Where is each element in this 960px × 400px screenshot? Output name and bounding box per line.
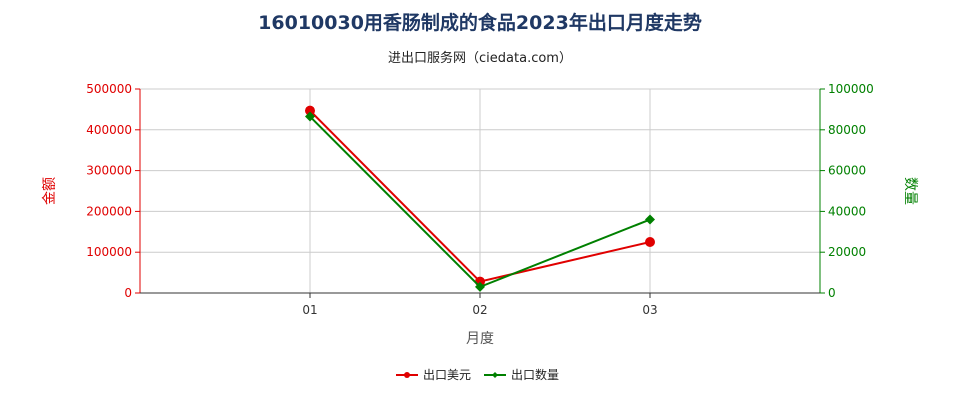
- right-axis-title: 数量: [902, 177, 918, 205]
- legend-label-export-usd: 出口美元: [423, 368, 471, 382]
- series-layer: [305, 105, 655, 292]
- x-tick-label: 01: [302, 303, 317, 317]
- right-tick-label: 40000: [828, 204, 866, 218]
- left-tick-label: 100000: [86, 245, 132, 259]
- legend-item-export-usd[interactable]: 出口美元: [396, 368, 471, 382]
- data-point-1: [645, 214, 655, 225]
- right-axis-ticks: 0 20000 40000 60000 80000 100000: [820, 82, 874, 300]
- left-tick-label: 500000: [86, 82, 132, 96]
- legend-item-export-qty[interactable]: 出口数量: [484, 367, 559, 382]
- legend-label-export-qty: 出口数量: [511, 367, 559, 382]
- left-tick-label: 0: [124, 286, 132, 300]
- x-axis-title: 月度: [466, 331, 494, 347]
- chart-subtitle: 进出口服务网（ciedata.com）: [388, 50, 572, 66]
- right-tick-label: 60000: [828, 164, 866, 178]
- left-tick-label: 400000: [86, 123, 132, 137]
- right-tick-label: 80000: [828, 123, 866, 137]
- right-tick-label: 100000: [828, 82, 874, 96]
- data-point-1: [305, 111, 315, 122]
- x-tick-label: 02: [472, 303, 487, 317]
- x-axis-ticks: 01 02 03: [302, 293, 658, 317]
- grid: [140, 88, 820, 293]
- legend-marker-export-usd: [404, 372, 410, 378]
- left-axis-ticks: 0 100000 200000 300000 400000 500000: [86, 82, 140, 300]
- chart-title: 16010030用香肠制成的食品2023年出口月度走势: [258, 11, 702, 34]
- data-point-0: [645, 237, 655, 247]
- data-point-0: [305, 105, 315, 116]
- left-axis-title: 金额: [42, 177, 58, 205]
- legend-marker-export-qty: [492, 372, 498, 378]
- right-tick-label: 0: [828, 286, 836, 300]
- right-tick-label: 20000: [828, 245, 866, 259]
- left-tick-label: 200000: [86, 204, 132, 218]
- left-tick-label: 300000: [86, 164, 132, 178]
- x-tick-label: 03: [642, 303, 657, 317]
- legend: 出口美元 出口数量: [396, 367, 559, 382]
- data-point-1: [475, 281, 485, 292]
